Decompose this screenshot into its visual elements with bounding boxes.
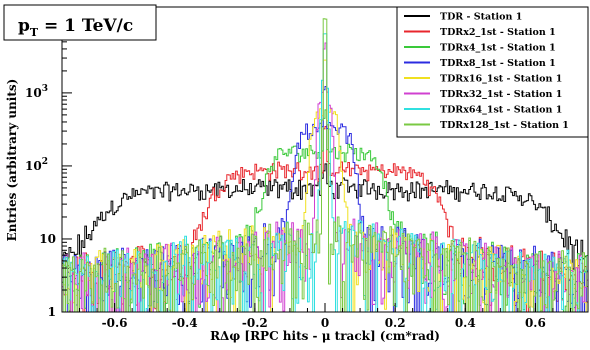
x-tick-label-5: 0.4 <box>455 316 476 330</box>
x-tick-label-2: -0.2 <box>242 316 268 330</box>
y-tick-label-1: 10 <box>39 232 56 246</box>
x-tick-label-6: 0.6 <box>525 316 546 330</box>
legend-label-6: TDRx64_1st - Station 1 <box>440 105 562 116</box>
legend-label-4: TDRx16_1st - Station 1 <box>440 74 562 85</box>
legend-box <box>396 6 589 138</box>
series-line-6 <box>62 33 588 313</box>
x-tick-label-0: -0.6 <box>102 316 128 330</box>
title-subscript: T <box>30 26 39 39</box>
legend-label-5: TDRx32_1st - Station 1 <box>440 89 562 100</box>
series-line-0 <box>62 163 588 270</box>
title-box <box>3 4 157 41</box>
y-axis-title: Entries (arbitrary units) <box>5 79 19 242</box>
legend-label-1: TDRx2_1st - Station 1 <box>440 27 556 38</box>
x-tick-label-1: -0.4 <box>172 316 198 330</box>
legend-label-7: TDRx128_1st - Station 1 <box>440 120 569 131</box>
series-line-7 <box>62 18 588 313</box>
legend: TDR - Station 1 TDRx2_1st - Station 1 TDRx… <box>396 6 589 138</box>
y-tick-label-0: 1 <box>48 305 56 319</box>
x-tick-label-3: 0 <box>321 316 329 330</box>
legend-label-3: TDRx8_1st - Station 1 <box>440 58 556 69</box>
x-tick-label-4: 0.2 <box>385 316 406 330</box>
x-axis-title: RΔφ [RPC hits - μ track] (cm*rad) <box>210 329 440 343</box>
chart-title: pT = 1 TeV/c <box>3 4 157 41</box>
chart-title-text: pT = 1 TeV/c <box>18 16 133 39</box>
plot-area <box>62 18 588 313</box>
series-line-5 <box>62 42 588 313</box>
title-value: = 1 TeV/c <box>38 16 133 36</box>
legend-label-0: TDR - Station 1 <box>440 12 522 23</box>
legend-label-2: TDRx4_1st - Station 1 <box>440 43 556 54</box>
title-label: p <box>18 16 30 36</box>
